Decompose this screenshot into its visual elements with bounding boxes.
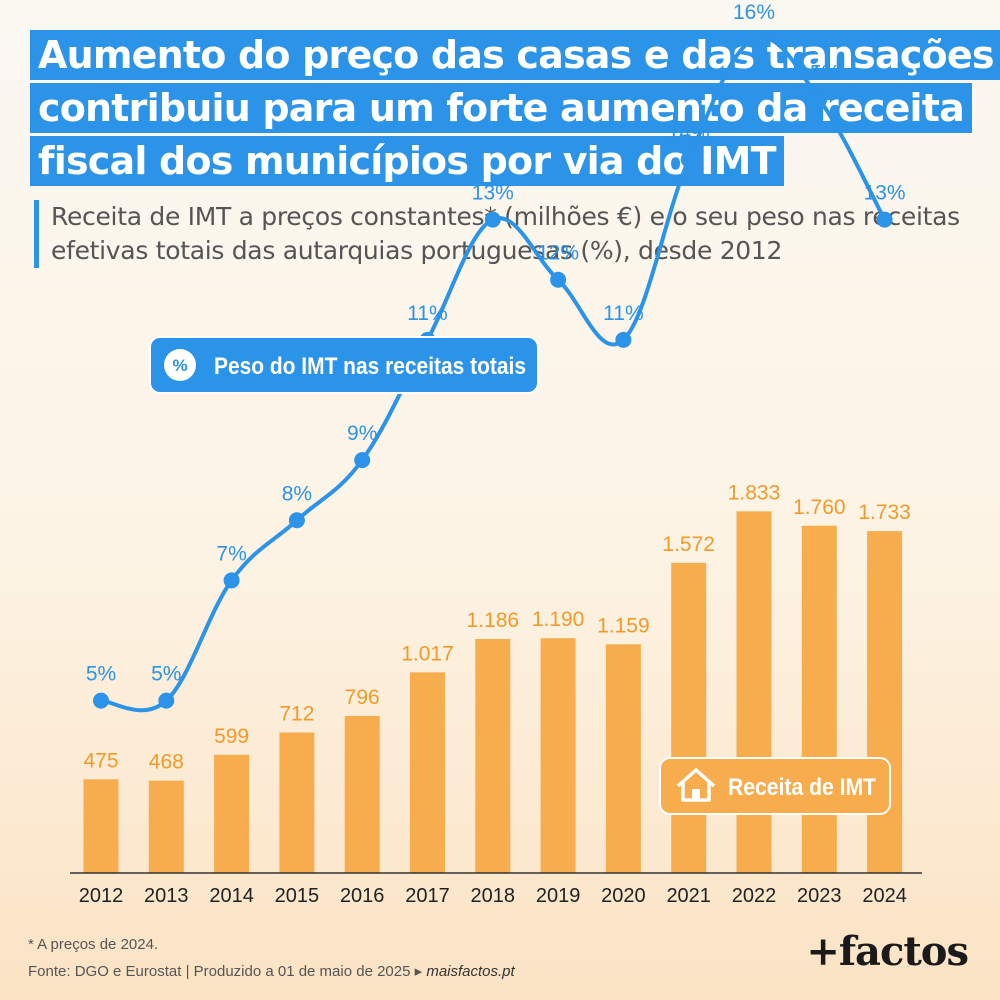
x-tick-2018: 2018	[471, 885, 516, 907]
line-label-2018: 13%	[472, 182, 514, 205]
x-tick-2022: 2022	[732, 885, 777, 907]
line-point-2016	[354, 452, 371, 469]
line-label-2020: 11%	[603, 302, 643, 325]
bar-2012	[83, 779, 119, 873]
line-point-2023	[811, 91, 828, 108]
bar-2024	[867, 531, 903, 873]
bar-label-2022: 1.833	[728, 481, 781, 504]
house-icon	[676, 768, 716, 802]
bar-value-labels: 475 468 599 712 796 1.017 1.186 1.190 1.159 1.572…	[83, 481, 910, 773]
x-tick-2017: 2017	[405, 885, 450, 907]
bar-label-2019: 1.190	[532, 608, 585, 631]
source-text: Fonte: DGO e Eurostat | Produzido a 01 d…	[28, 963, 427, 980]
x-tick-2015: 2015	[275, 885, 320, 907]
bar-label-2023: 1.760	[793, 496, 846, 519]
line-label-2019: 12%	[537, 242, 579, 265]
title-line-1: Aumento do preço das casas e das transaç…	[30, 30, 1000, 80]
legend-peso-imt: % Peso do IMT nas receitas totais	[149, 336, 539, 394]
x-tick-2023: 2023	[797, 885, 842, 907]
line-point-2014	[223, 572, 240, 589]
chart-title: Aumento do preço das casas e das transaç…	[30, 30, 1000, 189]
bar-label-2015: 712	[279, 703, 314, 726]
legend-receita-imt: Receita de IMT	[659, 757, 891, 815]
bar-2018	[475, 639, 511, 873]
bar-label-2024: 1.733	[858, 501, 911, 524]
bar-2013	[148, 780, 184, 873]
line-label-2012: 5%	[86, 663, 116, 686]
bar-2021	[671, 562, 707, 873]
line-point-2022	[746, 31, 762, 48]
legend-receita-imt-box	[659, 757, 891, 815]
line-point-2012	[93, 692, 109, 709]
bar-label-2020: 1.159	[597, 614, 650, 637]
line-point-2020	[615, 331, 632, 348]
bar-2016	[344, 715, 380, 873]
line-series	[93, 31, 893, 713]
line-value-labels: 5% 5% 7% 8% 9% 11% 13% 12% 11% 14% 16% 15% 13%	[86, 1, 906, 685]
source-line: Fonte: DGO e Eurostat | Produzido a 01 d…	[28, 962, 515, 980]
percent-badge-symbol: %	[172, 356, 187, 375]
line-label-2022: 16%	[733, 1, 775, 24]
percent-badge-icon: %	[164, 349, 196, 381]
x-axis: 2012 2013 2014 2015 2016 2017 2018 2019 2020 2021…	[70, 872, 922, 907]
bar-2014	[214, 754, 250, 873]
bar-label-2021: 1.572	[662, 533, 715, 556]
bar-2019	[540, 638, 576, 873]
line-label-2016: 9%	[347, 422, 377, 445]
line-label-2014: 7%	[216, 542, 246, 565]
source-site-link[interactable]: maisfactos.pt	[426, 963, 515, 980]
line-label-2013: 5%	[151, 663, 181, 686]
line-label-2017: 11%	[407, 302, 447, 325]
line-label-2015: 8%	[282, 482, 312, 505]
x-tick-2021: 2021	[666, 885, 711, 907]
bar-label-2012: 475	[83, 749, 118, 772]
line-point-2015	[288, 512, 305, 529]
bar-2017	[410, 672, 445, 873]
legend-peso-imt-box	[149, 336, 539, 394]
line-label-2023: 15%	[798, 61, 840, 84]
bar-label-2017: 1.017	[401, 642, 454, 665]
x-tick-2024: 2024	[862, 885, 907, 907]
bar-2023	[801, 525, 837, 873]
line-point-2019	[550, 271, 567, 288]
line-point-2021	[680, 151, 697, 168]
bar-label-2018: 1.186	[467, 609, 520, 632]
x-tick-2020: 2020	[601, 885, 646, 907]
bar-label-2013: 468	[149, 751, 184, 774]
bar-label-2016: 796	[345, 686, 380, 709]
title-line-3: fiscal dos municípios por via do IMT	[30, 136, 784, 186]
title-line-2: contribuiu para um forte aumento da rece…	[30, 83, 972, 133]
line-label-2021: 14%	[668, 121, 710, 144]
legend-peso-imt-label: Peso do IMT nas receitas totais	[214, 353, 526, 380]
x-tick-2019: 2019	[536, 885, 581, 907]
chart-subtitle: Receita de IMT a preços constantes* (mil…	[34, 200, 981, 268]
x-tick-2014: 2014	[209, 885, 254, 907]
line-label-2024: 13%	[864, 182, 906, 205]
bar-label-2014: 599	[214, 725, 249, 748]
bar-series	[83, 511, 903, 873]
line-point-2013	[158, 692, 175, 709]
legend-receita-imt-label: Receita de IMT	[728, 774, 876, 801]
x-tick-2016: 2016	[340, 885, 385, 907]
bar-2020	[605, 644, 641, 873]
bar-2022	[736, 511, 772, 873]
bar-2015	[279, 732, 315, 873]
line-point-2018	[484, 211, 501, 228]
x-tick-2012: 2012	[79, 885, 124, 907]
x-tick-2013: 2013	[144, 885, 189, 907]
line-point-2024	[876, 211, 893, 228]
footnote: * A preços de 2024.	[28, 936, 159, 953]
brand-logo: +factos	[806, 928, 969, 975]
